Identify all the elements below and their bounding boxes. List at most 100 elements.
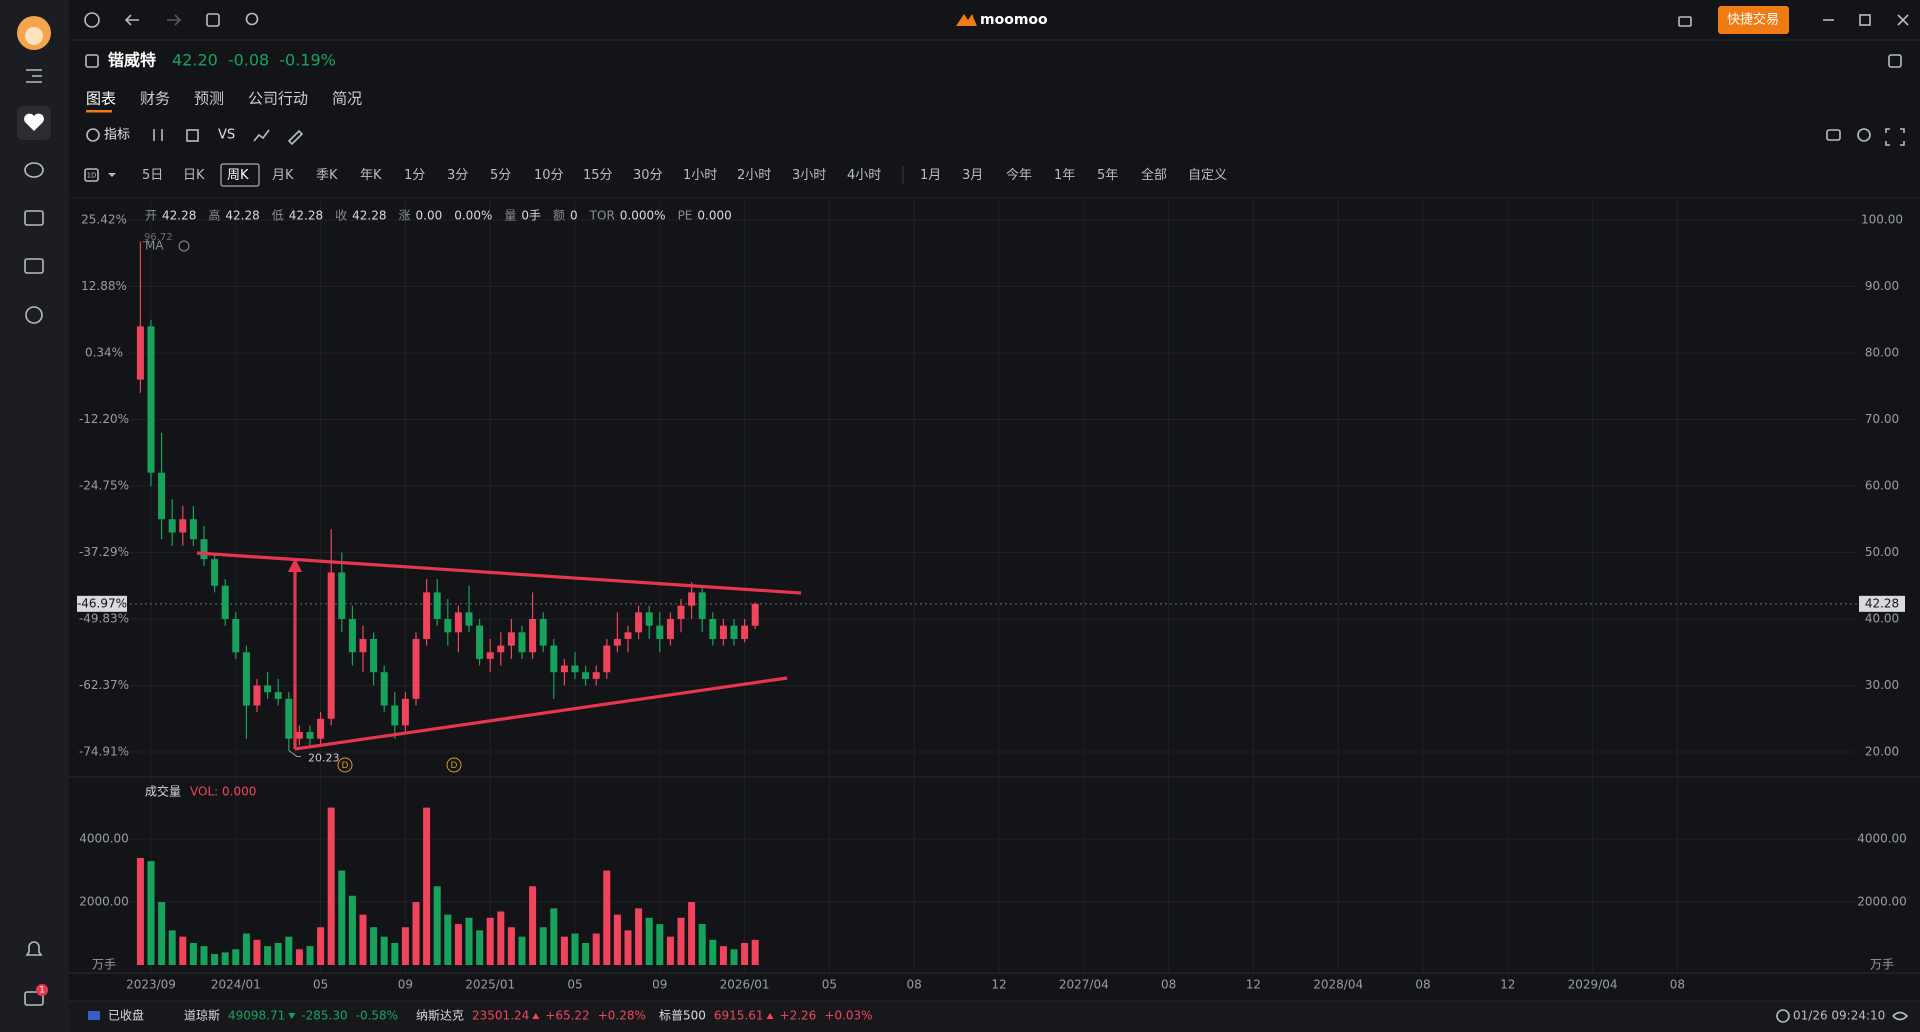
period-button[interactable]: 3小时 [792,168,826,183]
volume-bar [168,930,176,965]
volume-tick-label-right: 2000.00 [1857,895,1907,909]
info-label: 低 [272,209,284,223]
period-button[interactable]: 5日 [142,168,163,183]
high-label: 96.72 [144,232,173,243]
quick-trade-button[interactable] [1718,6,1789,34]
range-button[interactable]: 5年 [1097,168,1118,183]
period-button[interactable]: 1分 [404,168,425,183]
y-tick-label: 20.00 [1865,745,1899,759]
compare-icon[interactable] [253,129,270,142]
stock-icon[interactable] [85,54,99,68]
period-button[interactable]: 月K [272,168,294,183]
index-value: 6915.61 [714,1009,764,1023]
watchlist-icon[interactable] [24,113,44,131]
candle-body [444,619,452,633]
bell-icon[interactable] [25,941,43,956]
planet-icon[interactable] [24,162,44,178]
candle-body [603,645,611,673]
volume-bar [624,930,632,965]
tab[interactable]: 公司行动 [248,90,308,108]
dividend-marker[interactable] [446,757,462,773]
candle-body [709,619,717,639]
period-button[interactable]: 10分 [534,168,564,183]
index-arrow [532,1013,540,1019]
indicator-icon[interactable] [86,128,100,142]
draw-icon[interactable] [287,129,304,146]
candle-body [211,559,219,586]
chart: 2023/09 2024/01 05 09 2025/01 05 09 2026/01 05 08… [69,200,1920,992]
range-button[interactable]: 今年 [1006,167,1032,183]
info-value: 0 [570,209,578,223]
candle-body [158,472,166,520]
ma-visibility[interactable] [178,240,190,252]
volume-bar [550,908,558,965]
range-button[interactable]: 1月 [920,168,941,183]
interval-box[interactable] [84,168,99,182]
y2-tick-label: -37.29% [79,545,129,559]
volume-bar [476,930,484,965]
screenshot-icon[interactable] [1826,129,1841,141]
back-icon[interactable] [124,14,139,26]
period-button[interactable]: 1小时 [683,168,717,183]
range-button[interactable]: 全部 [1141,167,1167,183]
tab[interactable]: 预测 [194,90,224,108]
x-tick-label: 09 [398,978,413,992]
period-button[interactable]: 3分 [447,168,468,183]
shape-icon[interactable] [186,129,199,142]
last-price-box [1859,595,1905,612]
candle-body [730,625,738,639]
period-button[interactable]: 2小时 [737,168,771,183]
fullscreen-icon[interactable] [1885,128,1905,146]
y2-tick-label: 12.88% [81,279,127,293]
discover-icon[interactable] [25,306,43,324]
volume-bar [645,917,653,965]
volume-bar [529,886,537,965]
tab[interactable]: 简况 [332,90,362,108]
close-button[interactable] [1897,14,1909,26]
search-icon[interactable] [245,12,259,26]
panel-toggle[interactable] [1888,54,1902,68]
candle-body [285,698,293,739]
period-button[interactable]: 季K [316,168,338,183]
tab[interactable]: 图表 [86,90,116,108]
hide-icon[interactable] [1892,1011,1909,1021]
candle-body [666,619,674,639]
layout-icon[interactable] [24,258,44,274]
settings-icon[interactable] [1857,128,1871,142]
period-button[interactable]: 4小时 [847,168,881,183]
period-button[interactable]: 年K [360,168,382,183]
dividend-marker[interactable] [337,757,353,773]
stock-change-pct: -0.19% [279,51,336,70]
range-button[interactable]: 1年 [1054,168,1075,183]
range-button[interactable]: 3月 [962,168,983,183]
range-button[interactable]: 自定义 [1188,168,1227,183]
maximize-button[interactable] [1859,14,1871,26]
wallet-icon[interactable] [24,210,44,226]
volume-bar [719,946,727,965]
lock-icon[interactable] [1678,16,1692,27]
period-button[interactable]: 5分 [490,168,511,183]
ma-label: MA [145,239,164,253]
period-button[interactable]: 周K [227,168,249,183]
collapse-icon[interactable] [26,69,42,83]
x-tick-label: 2028/04 [1313,978,1363,992]
candle-type-icon[interactable] [153,129,163,141]
period-button[interactable]: 15分 [583,168,613,183]
tab[interactable]: 财务 [140,90,170,108]
period-button[interactable]: 30分 [633,168,663,183]
mail-icon[interactable] [24,991,44,1006]
period-button[interactable]: 日K [183,168,205,183]
info-value: 42.28 [352,209,386,223]
candle-body [295,732,303,739]
volume-bar [677,917,685,965]
volume-bar [232,949,240,965]
refresh-icon[interactable] [206,13,220,27]
history-icon[interactable] [84,12,100,28]
indicators-button[interactable]: 指标 [104,128,130,143]
y-tick-label: 50.00 [1865,545,1899,559]
candle-body [613,638,621,646]
vs-button[interactable]: VS [218,128,235,143]
volume-bar [285,936,293,965]
forward-icon[interactable] [167,14,182,26]
